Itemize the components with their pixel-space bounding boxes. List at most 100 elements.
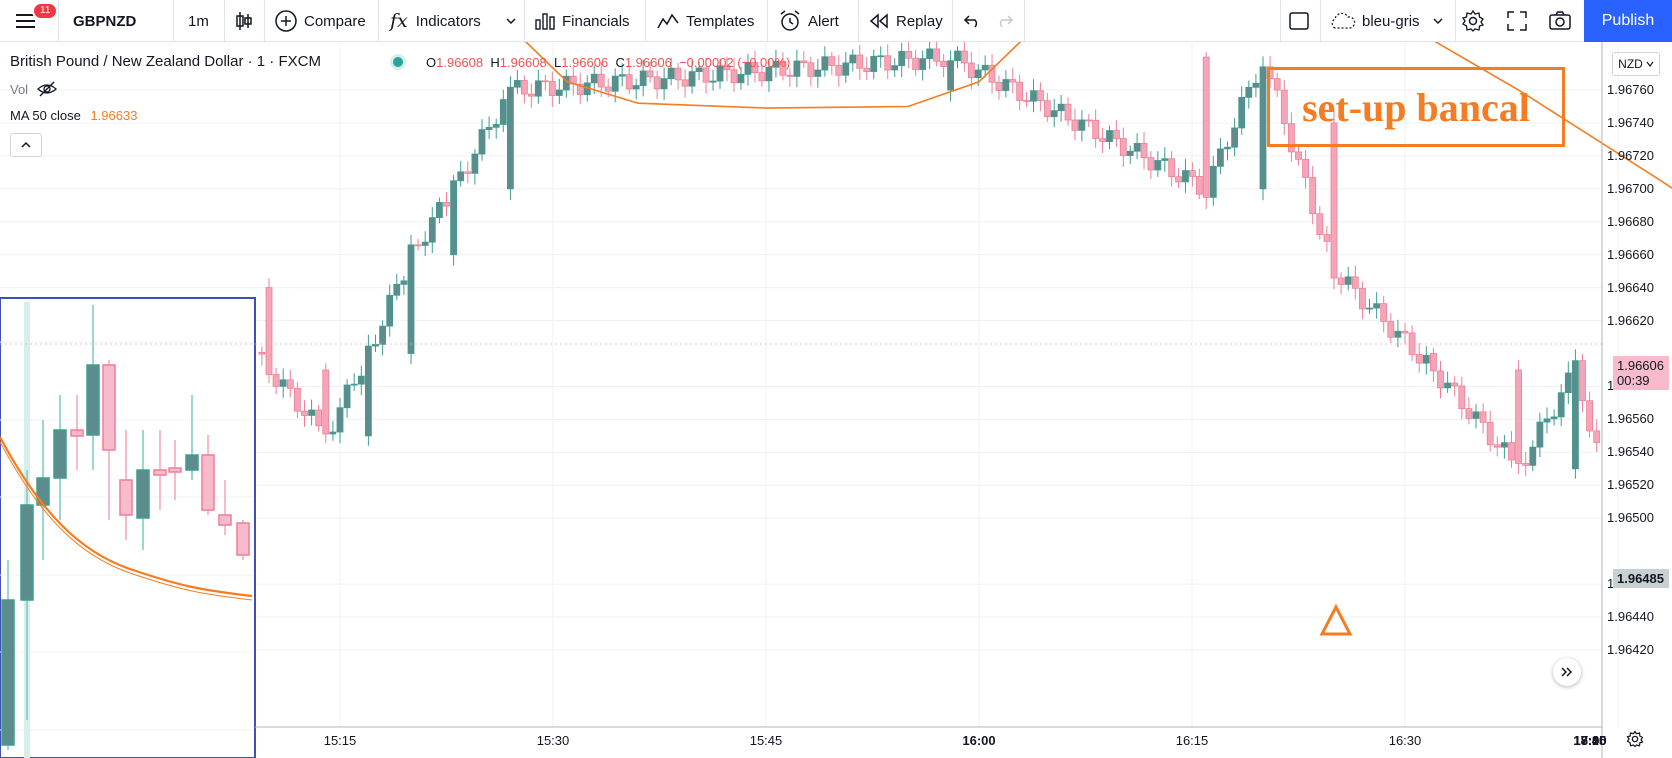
candle xyxy=(265,287,273,375)
candle xyxy=(730,69,738,84)
settings-button[interactable] xyxy=(1461,0,1485,42)
financials-button[interactable]: Financials xyxy=(534,0,630,42)
price-tick: 1.96660 xyxy=(1607,246,1654,262)
redo-button[interactable] xyxy=(994,0,1014,42)
interval-button[interactable]: 1m xyxy=(188,12,209,30)
chart-type-button[interactable] xyxy=(234,0,254,42)
candle xyxy=(286,379,294,389)
scroll-to-realtime-button[interactable] xyxy=(1553,658,1581,686)
candle xyxy=(293,387,301,412)
candle xyxy=(548,81,556,96)
candle xyxy=(393,283,401,296)
cloud-layout-button[interactable]: bleu-gris xyxy=(1328,0,1444,42)
collapse-legend-button[interactable] xyxy=(10,133,42,157)
replay-button[interactable]: Replay xyxy=(868,0,943,42)
inset-ma-line-shadow xyxy=(0,441,253,601)
inset-candle xyxy=(168,467,182,473)
price-tick: 1.96760 xyxy=(1607,82,1654,97)
candle xyxy=(632,85,640,90)
candle xyxy=(1064,103,1072,121)
candle xyxy=(716,65,724,82)
candle xyxy=(1472,411,1480,419)
axis-settings-button[interactable] xyxy=(1626,730,1644,753)
candle xyxy=(1458,385,1466,410)
candle xyxy=(1401,330,1409,334)
undo-button[interactable] xyxy=(963,0,983,42)
indicators-button[interactable]: fx Indicators xyxy=(390,0,481,42)
candle xyxy=(1486,421,1494,446)
candle xyxy=(1231,127,1238,148)
candle xyxy=(1252,82,1260,88)
templates-button[interactable]: Templates xyxy=(656,0,754,42)
candle xyxy=(520,80,528,95)
candle xyxy=(372,344,379,347)
candle xyxy=(315,409,323,427)
candles-layer xyxy=(258,42,1601,479)
eye-crossed-icon[interactable] xyxy=(36,81,58,97)
alert-button[interactable]: Alert xyxy=(778,0,839,42)
candle xyxy=(1224,146,1231,150)
compare-button[interactable]: Compare xyxy=(274,0,366,42)
candle xyxy=(534,80,542,97)
volume-legend[interactable]: Vol xyxy=(10,81,58,97)
time-tick: 17:15 xyxy=(1573,733,1607,748)
currency-label: NZD xyxy=(1618,57,1643,71)
cloud-icon xyxy=(1331,12,1356,29)
candle xyxy=(954,50,961,62)
candle xyxy=(1259,66,1267,190)
price-chart[interactable] xyxy=(0,42,1672,758)
price-tick: 1.96440 xyxy=(1607,609,1654,625)
candle xyxy=(1437,370,1444,389)
candle xyxy=(379,325,387,345)
candle xyxy=(435,202,443,218)
chevron-down-icon xyxy=(1433,18,1443,25)
candle xyxy=(414,244,422,247)
candle xyxy=(1550,416,1558,420)
candle xyxy=(1161,158,1169,161)
candle xyxy=(1288,123,1295,153)
candles-icon xyxy=(236,12,252,30)
candle xyxy=(751,61,759,74)
candle xyxy=(1119,138,1127,156)
market-status-dot xyxy=(393,57,403,67)
candle xyxy=(1586,400,1593,432)
candle xyxy=(1529,446,1537,466)
time-tick: 16:15 xyxy=(1175,733,1209,748)
layout-button[interactable] xyxy=(1288,0,1310,42)
indicators-dropdown[interactable] xyxy=(505,0,517,42)
candle xyxy=(1444,382,1451,389)
candle xyxy=(604,86,612,92)
price-tick: 1.96680 xyxy=(1607,213,1654,229)
candle xyxy=(1057,103,1065,112)
fullscreen-button[interactable] xyxy=(1506,0,1528,42)
symbol-search[interactable]: GBPNZD xyxy=(73,12,137,30)
inset-candle xyxy=(36,477,50,506)
candle xyxy=(1037,90,1044,102)
candle xyxy=(457,171,465,182)
chevron-up-icon xyxy=(21,141,31,148)
setup-annotation[interactable]: set-up bancal xyxy=(1267,67,1565,147)
ma-value: 1.96633 xyxy=(90,108,138,123)
top-toolbar: 11 GBPNZD 1m Compare fx Indicators Fi xyxy=(0,0,1672,42)
publish-button[interactable]: Publish xyxy=(1584,0,1672,42)
chevron-down-icon xyxy=(506,18,516,25)
price-tick: 1.96520 xyxy=(1607,477,1654,493)
candle xyxy=(258,351,266,355)
candle xyxy=(912,57,920,70)
ma-legend[interactable]: MA 50 close 1.96633 xyxy=(10,108,137,123)
alert-label: Alert xyxy=(808,12,839,30)
price-tick: 1.96700 xyxy=(1607,180,1654,196)
price-tick: 1.96620 xyxy=(1607,312,1654,328)
time-tick: 16:00 xyxy=(962,733,996,748)
currency-selector[interactable]: NZD xyxy=(1612,52,1660,76)
inset-candle xyxy=(185,454,199,471)
candle xyxy=(863,67,871,72)
menu-button[interactable] xyxy=(14,0,38,42)
candle xyxy=(1092,119,1100,140)
candle xyxy=(681,79,689,87)
time-tick: 16:30 xyxy=(1388,733,1422,748)
candle xyxy=(1273,78,1281,91)
candle xyxy=(1245,86,1253,98)
snapshot-button[interactable] xyxy=(1548,0,1572,42)
candle xyxy=(842,62,850,76)
